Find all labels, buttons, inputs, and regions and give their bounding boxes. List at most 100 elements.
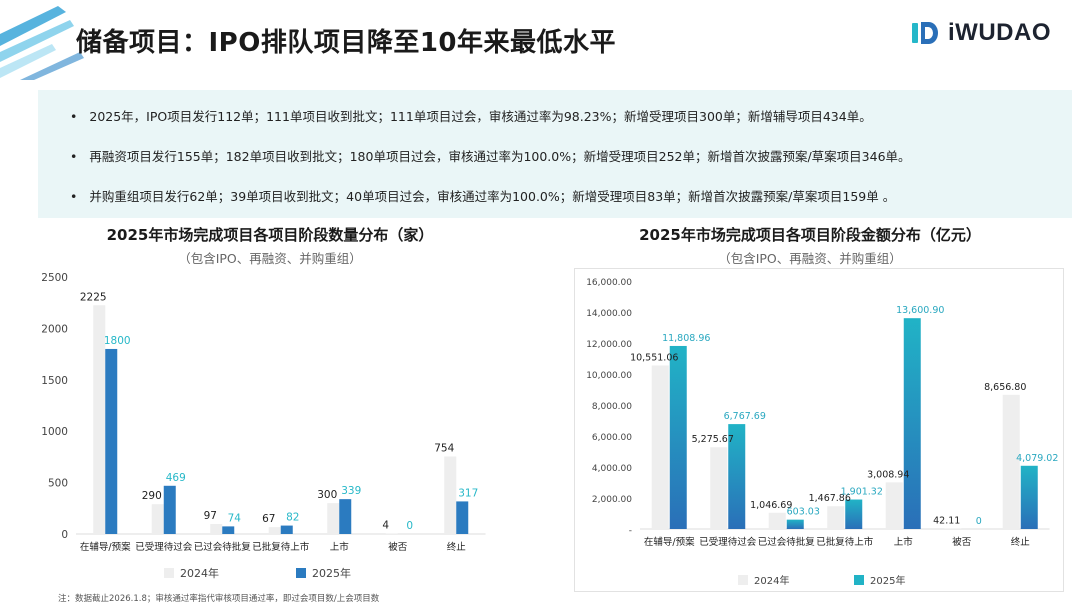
bar-2025 xyxy=(280,525,293,534)
data-label-2025: 1,901.32 xyxy=(841,487,883,498)
x-tick-label: 已受理待过会 xyxy=(699,536,757,548)
bar-2025 xyxy=(786,519,804,529)
bar-2025 xyxy=(1020,465,1038,529)
data-label-2025: 1800 xyxy=(104,335,131,347)
summary-bullet: • 再融资项目发行155单；182单项目收到批文；180单项目过会，审核通过率为1… xyxy=(70,149,911,164)
bar-2024 xyxy=(1002,394,1020,529)
x-tick-label: 终止 xyxy=(1011,536,1031,548)
data-label-2025: 0 xyxy=(976,516,982,527)
y-tick-label: 12,000.00 xyxy=(586,340,632,350)
bar-2025 xyxy=(222,526,235,534)
data-label-2024: 754 xyxy=(434,442,454,454)
y-tick-label: 10,000.00 xyxy=(586,371,632,381)
bar-2024 xyxy=(151,504,164,534)
data-label-2024: 3,008.94 xyxy=(867,469,909,480)
data-label-2025: 339 xyxy=(341,485,361,497)
y-tick-label: 16,000.00 xyxy=(586,278,632,288)
legend-label-2024: 2024年 xyxy=(180,566,219,580)
right-chart-frame xyxy=(574,268,1064,592)
data-label-2024: 10,551.06 xyxy=(630,352,678,363)
data-label-2024: 1,467.86 xyxy=(809,493,851,504)
summary-bullet-text: 再融资项目发行155单；182单项目收到批文；180单项目过会，审核通过率为10… xyxy=(89,149,911,164)
right-amount-chart: - 2,000.00 4,000.00 6,000.00 8,000.00 10,000.… xyxy=(586,278,1058,587)
data-label-2025: 469 xyxy=(166,472,186,484)
y-tick-label: 0 xyxy=(61,529,68,541)
bar-2024 xyxy=(710,447,728,529)
data-label-2024: 2225 xyxy=(80,291,107,303)
legend-label-2024: 2024年 xyxy=(754,574,789,587)
data-label-2025: 0 xyxy=(406,520,413,532)
y-tick-label: 6,000.00 xyxy=(592,433,632,443)
y-tick-label: 1000 xyxy=(41,426,68,438)
y-tick-label: 500 xyxy=(48,478,68,490)
legend-swatch-2024 xyxy=(738,575,748,585)
data-label-2025: 13,600.90 xyxy=(896,305,944,316)
data-label-2025: 6,767.69 xyxy=(724,411,766,422)
x-tick-label: 上市 xyxy=(894,536,914,548)
right-chart-subtitle: （包含IPO、再融资、并购重组） xyxy=(718,251,902,266)
data-label-2025: 74 xyxy=(228,512,242,524)
legend-swatch-2025 xyxy=(854,575,864,585)
x-tick-label: 上市 xyxy=(330,541,350,553)
legend-label-2025: 2025年 xyxy=(312,566,351,580)
bar-2025 xyxy=(845,499,863,529)
data-label-2025: 82 xyxy=(286,512,299,524)
bar-2024 xyxy=(93,305,106,534)
x-tick-label: 被否 xyxy=(388,541,408,553)
legend-swatch-2024 xyxy=(164,568,174,578)
x-tick-label: 在辅导/预案 xyxy=(80,541,131,553)
y-tick-label: 2500 xyxy=(41,272,68,284)
bar-2025 xyxy=(339,499,352,534)
left-chart-subtitle: （包含IPO、再融资、并购重组） xyxy=(178,251,362,266)
data-label-2024: 42.11 xyxy=(933,515,960,526)
y-tick-label: 2,000.00 xyxy=(592,495,632,505)
y-tick-label: 4,000.00 xyxy=(592,464,632,474)
bar-2024 xyxy=(768,512,786,529)
bar-2025 xyxy=(728,424,746,529)
x-tick-label: 被否 xyxy=(952,536,972,548)
x-tick-label: 已过会待批复 xyxy=(194,541,252,553)
data-label-2025: 11,808.96 xyxy=(662,333,710,344)
data-label-2024: 300 xyxy=(317,489,337,501)
bar-2024 xyxy=(210,524,223,534)
bar-2024 xyxy=(885,482,903,529)
y-tick-label: 2000 xyxy=(41,323,68,335)
x-tick-label: 已批复待上市 xyxy=(816,536,874,548)
summary-bullet: • 并购重组项目发行62单；39单项目收到批文；40单项目过会，审核通过率为100… xyxy=(70,189,896,204)
x-tick-label: 在辅导/预案 xyxy=(644,536,695,548)
bar-2025 xyxy=(903,318,921,529)
legend-label-2025: 2025年 xyxy=(870,574,905,587)
x-tick-label: 已批复待上市 xyxy=(252,541,310,553)
data-label-2024: 1,046.69 xyxy=(750,500,792,511)
data-label-2024: 67 xyxy=(262,513,275,525)
logo-mark-icon xyxy=(912,22,938,44)
data-label-2024: 5,275.67 xyxy=(692,434,734,445)
x-tick-label: 已过会待批复 xyxy=(758,536,816,548)
data-label-2024: 290 xyxy=(142,490,162,502)
bar-2024 xyxy=(944,528,962,529)
bar-2025 xyxy=(456,501,469,534)
summary-bullet-text: 2025年，IPO项目发行112单；111单项目收到批文；111单项目过会，审核… xyxy=(89,109,872,124)
bar-2024 xyxy=(827,506,845,529)
data-label-2024: 4 xyxy=(382,520,389,532)
bar-2024 xyxy=(327,503,340,534)
bar-2025 xyxy=(669,345,687,529)
y-tick-label: - xyxy=(629,526,632,536)
data-label-2025: 4,079.02 xyxy=(1016,453,1058,464)
left-quantity-chart: 0 500 1000 1500 2000 2500 2225 1800 在辅导/预案 290 469… xyxy=(41,272,486,580)
y-tick-label: 8,000.00 xyxy=(592,402,632,412)
left-chart-title: 2025年市场完成项目各项目阶段数量分布（家） xyxy=(106,226,434,244)
x-tick-label: 终止 xyxy=(447,541,467,553)
logo-text: iWUDAO xyxy=(948,19,1051,46)
data-label-2025: 603.03 xyxy=(787,507,820,518)
page-title: 储备项目：IPO排队项目降至10年来最低水平 xyxy=(76,28,617,58)
summary-bullet-text: 并购重组项目发行62单；39单项目收到批文；40单项目过会，审核通过率为100.… xyxy=(89,189,896,204)
brand-logo: iWUDAO xyxy=(910,18,1051,48)
data-label-2024: 97 xyxy=(204,510,217,522)
y-tick-label: 14,000.00 xyxy=(586,309,632,319)
data-label-2024: 8,656.80 xyxy=(984,382,1026,393)
data-label-2025: 317 xyxy=(458,487,478,499)
bar-2024 xyxy=(268,527,281,534)
bar-2025 xyxy=(105,348,118,534)
summary-bullet: • 2025年，IPO项目发行112单；111单项目收到批文；111单项目过会，审… xyxy=(70,109,872,124)
